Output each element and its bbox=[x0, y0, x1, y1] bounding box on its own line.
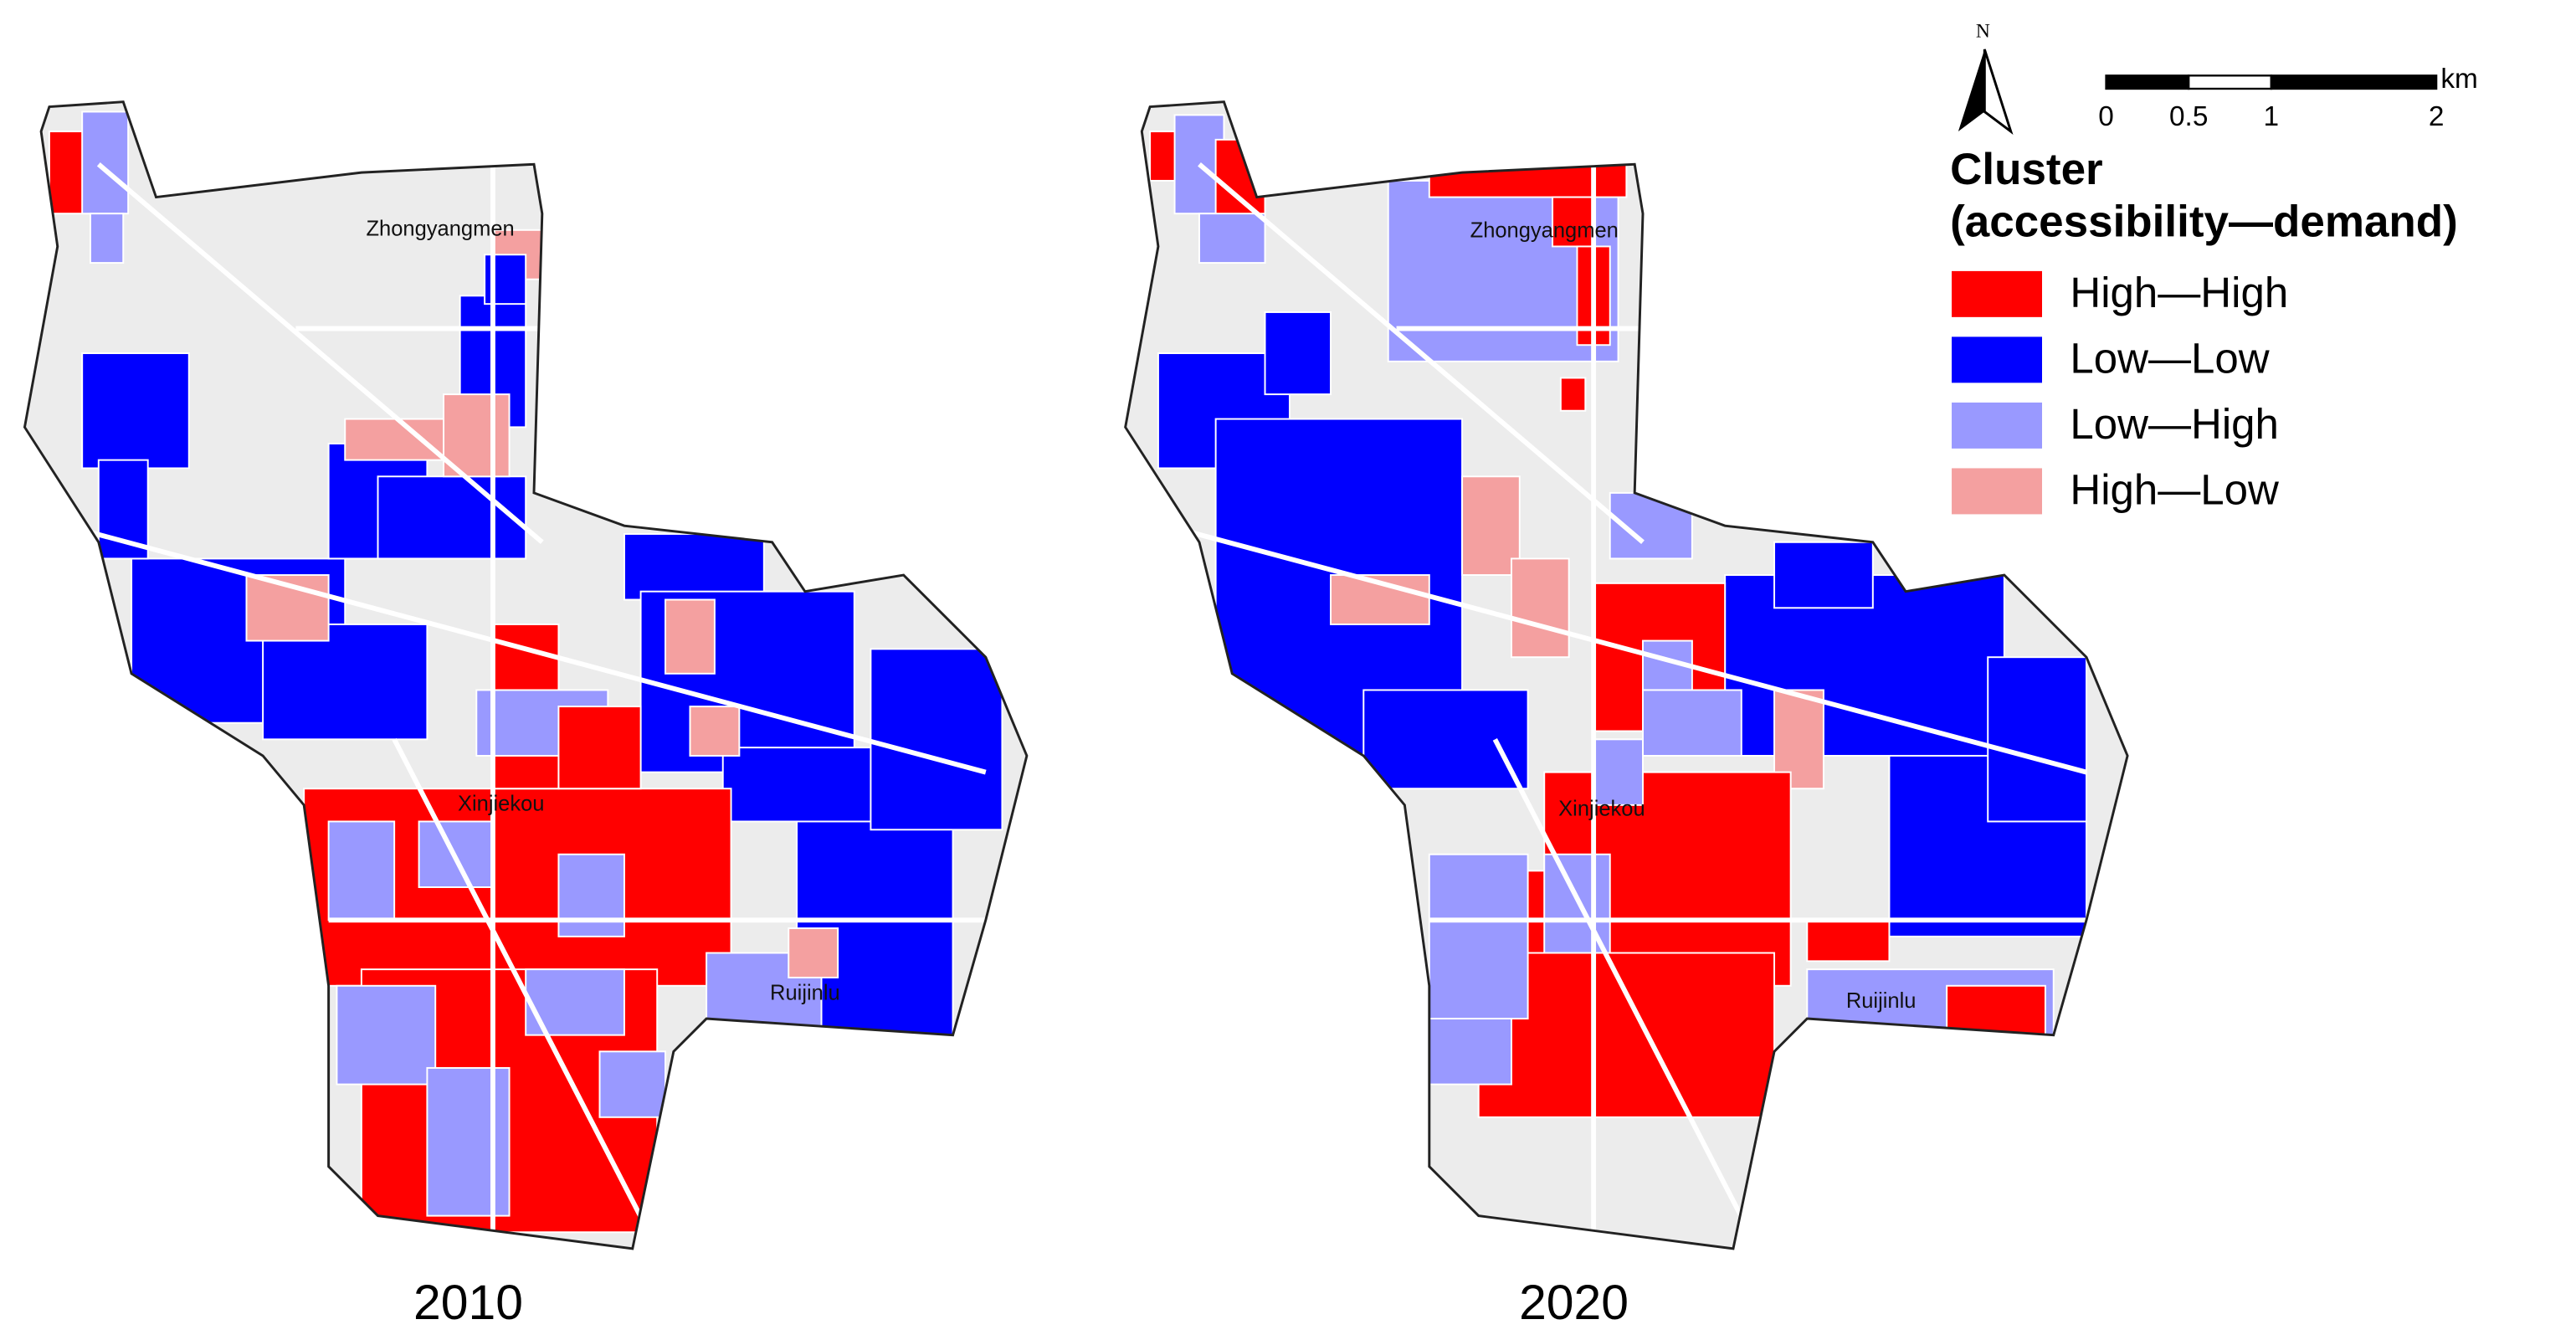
land-block bbox=[557, 853, 625, 937]
roads bbox=[64, 162, 987, 1249]
place-label: Zhongyangmen bbox=[366, 218, 514, 241]
land-block bbox=[689, 706, 741, 757]
land-block bbox=[1461, 475, 1521, 577]
land-block bbox=[81, 352, 190, 470]
land-block bbox=[870, 648, 1003, 831]
land-block bbox=[1428, 1018, 1512, 1086]
place-label: Zhongyangmen bbox=[1470, 219, 1619, 243]
land-block bbox=[788, 927, 839, 978]
land-block bbox=[1946, 984, 2046, 1053]
legend-swatch bbox=[1952, 468, 2043, 515]
blocks bbox=[1149, 114, 2087, 1118]
map-2020: Zhongyangmen Xinjiekou Ruijinlu 2020 bbox=[1124, 100, 2129, 1330]
roads bbox=[1165, 162, 2087, 1249]
legend-title: Cluster bbox=[1950, 145, 2103, 194]
blocks bbox=[48, 110, 1003, 1234]
scale-unit: km bbox=[2440, 64, 2477, 95]
land-block bbox=[1264, 311, 1332, 396]
map-2010: Zhongyangmen Xinjiekou Ruijinlu 2010 bbox=[23, 100, 1029, 1330]
scale-segment bbox=[2188, 74, 2273, 90]
land-block bbox=[1559, 377, 1587, 412]
land-block bbox=[1198, 213, 1266, 264]
legend: High—High Low—Low Low—High High—Low bbox=[1952, 269, 2288, 515]
land-block bbox=[665, 598, 716, 675]
legend-label: Low—High bbox=[2070, 400, 2279, 448]
land-block bbox=[525, 968, 625, 1036]
land-block bbox=[1428, 853, 1529, 1020]
land-block bbox=[1510, 557, 1570, 659]
land-block bbox=[336, 984, 437, 1086]
land-block bbox=[81, 110, 130, 215]
year-label: 2010 bbox=[413, 1276, 523, 1330]
legend-label: Low—Low bbox=[2070, 334, 2269, 382]
scale-tick-label: 0 bbox=[2098, 101, 2114, 132]
legend-swatch bbox=[1952, 336, 2043, 383]
land-block bbox=[344, 418, 445, 461]
scale-tick-label: 0.5 bbox=[2169, 101, 2208, 132]
land-block bbox=[327, 820, 396, 922]
land-block bbox=[262, 623, 428, 741]
place-label: Xinjiekou bbox=[1558, 797, 1645, 820]
scale-tick-label: 2 bbox=[2429, 101, 2445, 132]
scale-bar: 0 0.5 1 2 km bbox=[2098, 64, 2478, 132]
place-label: Xinjiekou bbox=[458, 793, 544, 816]
land-block bbox=[1362, 689, 1529, 790]
legend-swatch bbox=[1952, 402, 2043, 449]
land-block bbox=[1987, 656, 2087, 823]
legend-swatch bbox=[1952, 270, 2043, 317]
land-block bbox=[90, 213, 125, 264]
place-label: Ruijinlu bbox=[1846, 989, 1917, 1013]
north-arrow-left bbox=[1958, 49, 1985, 132]
scale-segment bbox=[2105, 74, 2190, 90]
place-label: Ruijinlu bbox=[770, 981, 840, 1004]
year-label: 2020 bbox=[1519, 1276, 1629, 1330]
land-block bbox=[1593, 738, 1644, 806]
land-block bbox=[1806, 919, 1891, 963]
land-block bbox=[1773, 541, 1874, 609]
north-arrow-right bbox=[1983, 49, 2014, 135]
legend-label: High—Low bbox=[2070, 465, 2279, 513]
scale-tick-label: 1 bbox=[2264, 101, 2280, 132]
land-block bbox=[1642, 689, 1742, 757]
scale-segment bbox=[2270, 74, 2438, 90]
north-arrow: N bbox=[1958, 21, 2014, 135]
land-block bbox=[443, 393, 511, 478]
land-block bbox=[377, 475, 527, 560]
land-block bbox=[426, 1066, 511, 1217]
legend-title: (accessibility—demand) bbox=[1950, 198, 2458, 247]
land-block bbox=[623, 532, 765, 601]
legend-label: High—High bbox=[2070, 269, 2288, 316]
land-block bbox=[557, 706, 642, 790]
north-label: N bbox=[1976, 21, 1990, 43]
land-block bbox=[598, 1050, 667, 1118]
